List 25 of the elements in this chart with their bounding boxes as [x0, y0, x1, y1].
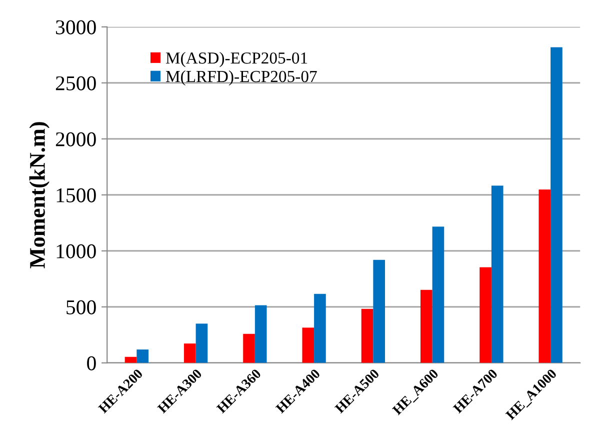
bar [420, 290, 432, 363]
bar [136, 350, 148, 363]
bar [361, 308, 374, 363]
y-tick-label: 3000 [56, 20, 96, 34]
legend-label: M(LRFD)-ECP205-07 [166, 70, 317, 86]
bar [480, 267, 492, 363]
bar [314, 294, 326, 363]
y-tick-label: 2000 [56, 132, 96, 146]
bar [243, 334, 255, 363]
bar [196, 324, 208, 363]
y-tick-label: 2500 [56, 76, 96, 90]
y-tick-label: 1000 [56, 244, 96, 258]
legend-label: M(ASD)-ECP205-01 [166, 52, 308, 68]
bar [254, 305, 267, 363]
bar [432, 226, 444, 363]
y-tick-label: 0 [87, 356, 96, 370]
bar [491, 186, 504, 363]
bar [184, 344, 196, 363]
bar [550, 47, 562, 363]
bar [373, 260, 385, 363]
y-tick-label: 1500 [56, 188, 96, 202]
bar [538, 190, 551, 363]
bar [302, 328, 314, 363]
y-axis-title: Moment(kN.m) [29, 122, 50, 268]
y-tick-label: 500 [66, 300, 96, 314]
